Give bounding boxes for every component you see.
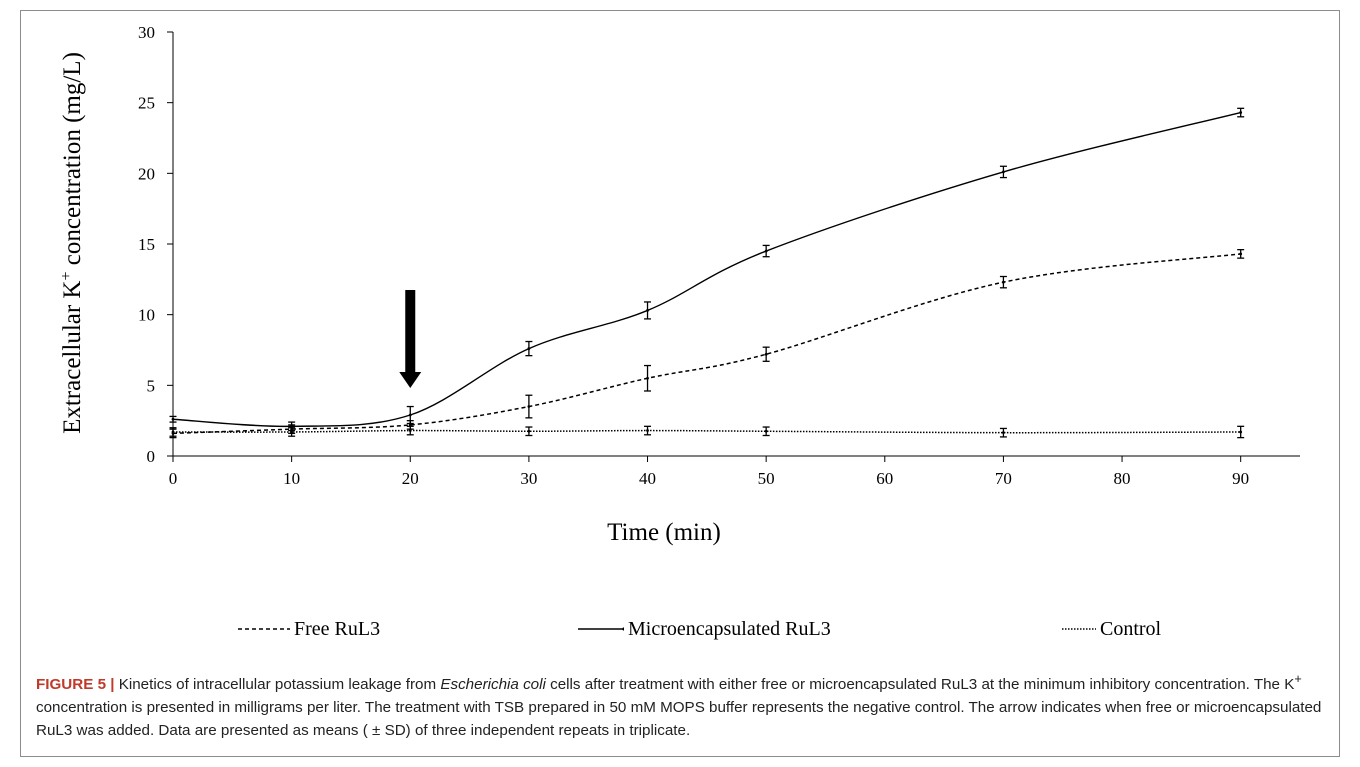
legend-swatch-dotted — [1062, 628, 1096, 630]
x-tick-label: 0 — [169, 469, 178, 488]
caption-organism: Escherichia coli — [440, 676, 546, 694]
data-point — [646, 429, 649, 432]
caption-figure-label: FIGURE 5 | — [36, 676, 115, 694]
y-tick-label: 5 — [147, 376, 156, 395]
data-point — [408, 413, 412, 417]
legend-label-micro: Microencapsulated RuL3 — [628, 617, 831, 640]
data-point — [527, 405, 531, 408]
data-point — [646, 309, 649, 312]
legend-swatch-solid — [578, 627, 624, 631]
line-chart: 0 5 10 15 20 25 30 0 10 20 30 40 50 60 70 80 90 Time (mi… — [58, 23, 1300, 546]
data-point — [764, 429, 768, 433]
x-tick-label: 60 — [876, 469, 893, 488]
legend-swatch-dashed — [238, 628, 290, 630]
y-axis-label-superscript: + — [58, 271, 75, 280]
data-point — [1239, 430, 1243, 434]
series-dotted — [169, 425, 1245, 439]
series-line — [172, 429, 1241, 434]
data-point — [764, 352, 768, 356]
chart-legend: Free RuL3 Microencapsulated RuL3 Control — [0, 608, 1360, 648]
data-point — [408, 423, 412, 427]
figure-frame — [20, 10, 1340, 757]
y-axis-label: Extracellular K+ concentration (mg/L) — [58, 52, 86, 434]
caption-text-2: cells after treatment with either free o… — [545, 676, 1295, 694]
legend-item-micro: Microencapsulated RuL3 — [578, 616, 831, 642]
series-solid — [169, 107, 1245, 432]
caption-text-1: Kinetics of intracellular potassium leak… — [114, 676, 441, 694]
y-tick-label: 20 — [138, 164, 155, 183]
data-point — [646, 376, 649, 380]
legend-item-free: Free RuL3 — [238, 616, 380, 642]
y-tick-label: 10 — [138, 306, 155, 325]
data-point — [171, 417, 175, 421]
data-point — [1239, 111, 1243, 114]
y-tick-label: 15 — [138, 235, 155, 254]
data-point — [1002, 431, 1005, 435]
figure-caption: FIGURE 5 | Kinetics of intracellular pot… — [36, 668, 1326, 742]
data-point — [527, 347, 531, 350]
x-tick-label: 50 — [758, 469, 775, 488]
x-tick-label: 40 — [639, 469, 656, 488]
chart-series — [169, 107, 1245, 439]
x-tick-label: 20 — [402, 469, 419, 488]
chart-axes: 0 5 10 15 20 25 30 0 10 20 30 40 50 60 70 80 90 — [138, 23, 1300, 488]
series-dashed — [169, 249, 1245, 439]
data-point — [1002, 280, 1005, 284]
data-point — [408, 429, 412, 432]
legend-item-control: Control — [1062, 616, 1161, 642]
y-axis-label-main: Extracellular K — [59, 281, 86, 434]
data-point — [290, 430, 294, 434]
data-point — [1239, 252, 1243, 256]
x-tick-label: 10 — [283, 469, 300, 488]
data-point — [290, 424, 294, 428]
x-tick-label: 70 — [995, 469, 1012, 488]
data-point — [764, 249, 768, 253]
chart-annotation — [399, 290, 422, 388]
caption-text-3: concentration is presented in milligrams… — [36, 699, 1322, 740]
data-point — [171, 430, 175, 434]
legend-label-control: Control — [1100, 617, 1162, 640]
y-tick-label: 25 — [138, 94, 155, 113]
y-tick-label: 0 — [147, 447, 156, 466]
x-tick-label: 30 — [520, 469, 537, 488]
data-point — [1002, 170, 1005, 174]
arrow-down-icon — [399, 290, 422, 388]
data-point — [527, 429, 531, 433]
x-tick-label: 90 — [1232, 469, 1249, 488]
series-line — [172, 253, 1241, 435]
caption-superscript: + — [1294, 672, 1302, 686]
legend-label-free: Free RuL3 — [294, 617, 381, 640]
x-axis-label: Time (min) — [607, 519, 721, 546]
x-tick-label: 80 — [1114, 469, 1131, 488]
y-tick-label: 30 — [138, 23, 155, 42]
y-axis-label-rest: concentration (mg/L) — [59, 52, 86, 271]
